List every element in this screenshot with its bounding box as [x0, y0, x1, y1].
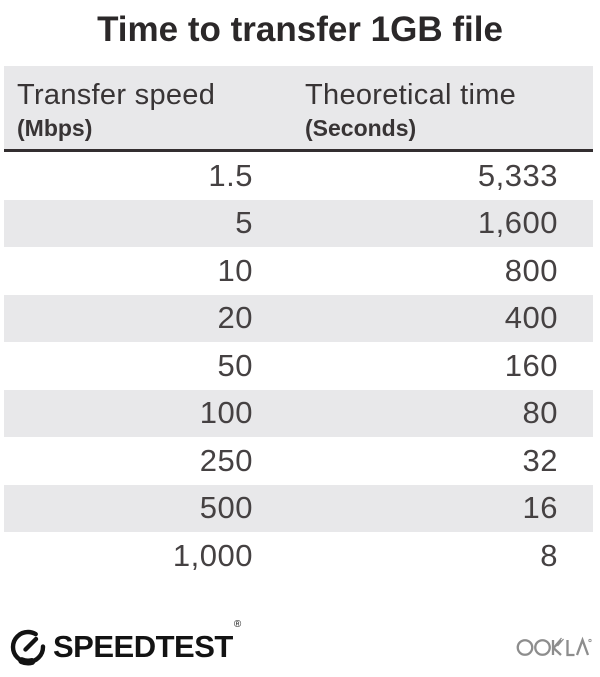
- speed-value: 10: [217, 252, 253, 288]
- table-row: 10 800: [4, 247, 593, 295]
- table-body: 1.5 5,333 5 1,600 10 800 20 400 50 160 1…: [4, 152, 593, 580]
- time-value: 80: [522, 395, 558, 431]
- speed-value: 250: [199, 442, 253, 478]
- speed-value: 1.5: [208, 157, 253, 193]
- col-unit-seconds: (Seconds): [305, 115, 417, 141]
- table-row: 1.5 5,333: [4, 152, 593, 200]
- table-row: 50 160: [4, 342, 593, 390]
- time-value: 1,600: [477, 205, 558, 241]
- registered-mark-icon: ®: [233, 619, 241, 630]
- time-value: 5,333: [477, 157, 558, 193]
- table-row: 5 1,600: [4, 199, 593, 247]
- speedtest-gauge-icon: [9, 628, 47, 666]
- ookla-logo: [516, 636, 592, 657]
- col-header-theoretical-time: Theoretical time: [305, 79, 517, 111]
- time-value: 32: [522, 442, 558, 478]
- time-value: 160: [504, 347, 558, 383]
- header-cell-theoretical-time: Theoretical time (Seconds): [295, 66, 593, 149]
- speed-value: 5: [235, 205, 253, 241]
- time-value: 400: [504, 300, 558, 336]
- table-row: 1,000 8: [4, 532, 593, 580]
- table-row: 250 32: [4, 437, 593, 485]
- speed-value: 20: [217, 300, 253, 336]
- speedtest-wordmark: SPEEDTEST®: [53, 619, 241, 664]
- table-header-row: Transfer speed (Mbps) Theoretical time (…: [4, 66, 593, 152]
- time-value: 16: [522, 490, 558, 526]
- header-cell-transfer-speed: Transfer speed (Mbps): [4, 66, 295, 149]
- col-header-transfer-speed: Transfer speed: [17, 79, 216, 111]
- transfer-time-table: Transfer speed (Mbps) Theoretical time (…: [4, 66, 593, 580]
- speedtest-logo: SPEEDTEST®: [8, 619, 241, 667]
- table-row: 500 16: [4, 484, 593, 532]
- time-value: 800: [504, 252, 558, 288]
- page-title: Time to transfer 1GB file: [97, 10, 503, 49]
- footer-branding: SPEEDTEST®: [0, 619, 600, 670]
- speed-value: 100: [199, 395, 253, 431]
- table-row: 20 400: [4, 294, 593, 342]
- speed-value: 500: [199, 490, 253, 526]
- time-value: 8: [540, 537, 558, 573]
- col-unit-mbps: (Mbps): [17, 115, 93, 141]
- speed-value: 50: [217, 347, 253, 383]
- speed-value: 1,000: [172, 537, 253, 573]
- table-row: 100 80: [4, 389, 593, 437]
